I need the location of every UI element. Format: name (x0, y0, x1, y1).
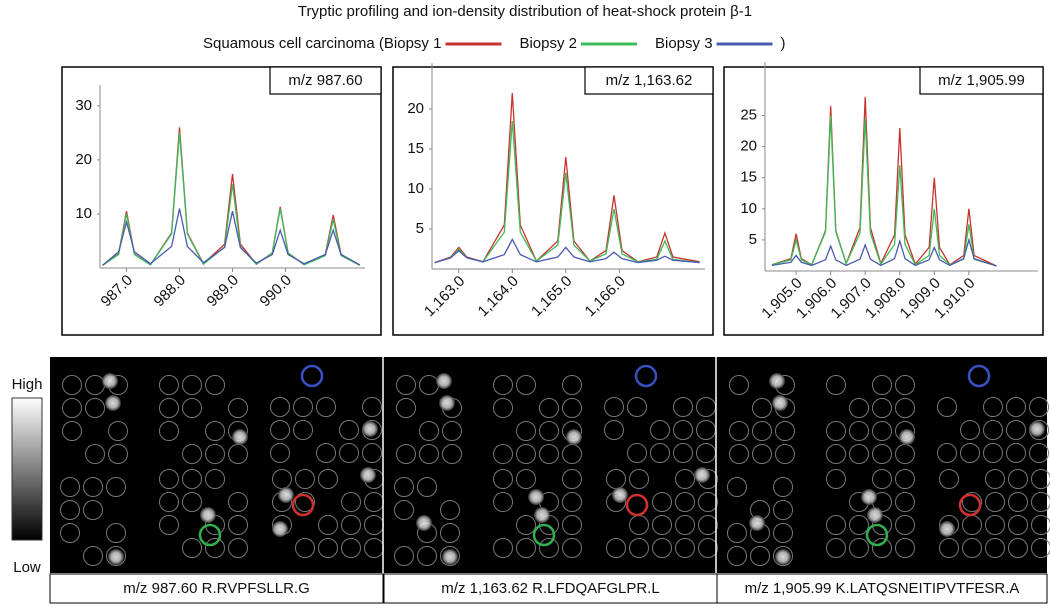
ion-spot (362, 421, 378, 437)
x-tick-label: 987.0 (98, 272, 137, 311)
x-tick-label: 1,165.0 (528, 273, 575, 320)
legend-close: ) (781, 35, 786, 52)
ion-spot (1029, 421, 1045, 437)
colorbar-low: Low (13, 559, 41, 576)
annotation: m/z 1,905.99 (938, 72, 1025, 89)
y-tick-label: 20 (407, 100, 424, 117)
colorbar-high: High (12, 376, 43, 393)
x-tick-label: 990.0 (257, 272, 296, 311)
y-tick-label: 20 (740, 138, 757, 155)
ion-spot (272, 521, 288, 537)
ion-spot (899, 429, 915, 445)
spectrum-line (103, 209, 360, 266)
ion-spot (232, 429, 248, 445)
ion-spot (442, 549, 458, 565)
legend-label: Squamous cell carcinoma (Biopsy 1 (203, 35, 441, 52)
annotation: m/z 987.60 (288, 72, 362, 89)
ion-spot (612, 487, 628, 503)
ion-spot (566, 429, 582, 445)
ion-spot (360, 467, 376, 483)
y-tick-label: 10 (740, 200, 757, 217)
colorbar (12, 398, 42, 540)
ion-spot (939, 521, 955, 537)
ion-spot (769, 373, 785, 389)
ion-spot (278, 487, 294, 503)
legend-label: Biopsy 2 (519, 35, 577, 52)
spectrum-line (435, 93, 700, 263)
spectrum-line (435, 121, 700, 263)
y-tick-label: 15 (740, 169, 757, 186)
y-tick-label: 25 (740, 107, 757, 124)
ion-spot (105, 395, 121, 411)
ion-spot (200, 507, 216, 523)
figure-title: Tryptic profiling and ion-density distri… (298, 3, 752, 20)
ion-spot (775, 549, 791, 565)
x-tick-label: 1,166.0 (582, 273, 629, 320)
image-caption: m/z 987.60 R.RVPFSLLR.G (123, 580, 309, 597)
ion-spot (102, 373, 118, 389)
legend-label: Biopsy 3 (655, 35, 713, 52)
x-tick-label: 1,164.0 (475, 273, 522, 320)
ion-spot (108, 549, 124, 565)
y-tick-label: 30 (75, 97, 92, 114)
ion-spot (528, 489, 544, 505)
spectrum-line (772, 97, 997, 266)
image-panel-bg (50, 357, 1047, 573)
ion-spot (867, 507, 883, 523)
x-tick-label: 988.0 (151, 272, 190, 311)
y-tick-label: 10 (75, 205, 92, 222)
annotation: m/z 1,163.62 (606, 72, 693, 89)
ion-spot (694, 467, 710, 483)
y-tick-label: 15 (407, 140, 424, 157)
image-caption: m/z 1,905.99 K.LATQSNEITIPVTFESR.A (745, 580, 1020, 597)
y-tick-label: 10 (407, 180, 424, 197)
spectrum-line (772, 116, 997, 267)
y-tick-label: 20 (75, 151, 92, 168)
ion-spot (416, 515, 432, 531)
x-tick-label: 1,163.0 (421, 273, 468, 320)
image-caption: m/z 1,163.62 R.LFDQAFGLPR.L (441, 580, 659, 597)
ion-spot (534, 507, 550, 523)
legend: Squamous cell carcinoma (Biopsy 1 Biopsy … (203, 35, 786, 52)
ion-spot (439, 395, 455, 411)
ion-spot (861, 489, 877, 505)
spectrum-line (103, 133, 360, 265)
y-tick-label: 5 (416, 220, 424, 237)
ion-spot (749, 515, 765, 531)
ion-spot (772, 395, 788, 411)
x-tick-label: 989.0 (204, 272, 243, 311)
y-tick-label: 5 (749, 231, 757, 248)
ion-spot (436, 373, 452, 389)
